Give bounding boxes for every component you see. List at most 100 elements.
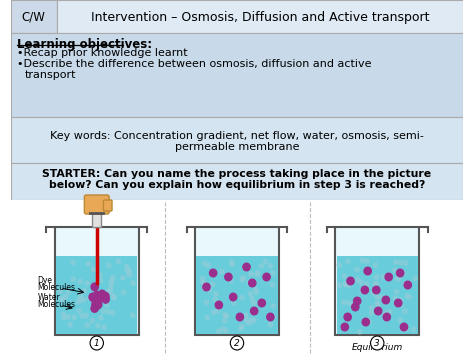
Circle shape	[105, 303, 109, 307]
Circle shape	[365, 259, 369, 263]
Circle shape	[362, 318, 369, 326]
Circle shape	[401, 323, 408, 331]
FancyBboxPatch shape	[57, 0, 463, 33]
Circle shape	[202, 261, 206, 266]
Text: Water: Water	[37, 293, 60, 302]
Circle shape	[383, 313, 391, 321]
Circle shape	[224, 328, 228, 333]
Circle shape	[403, 282, 408, 286]
Circle shape	[230, 262, 234, 266]
Text: 2: 2	[234, 339, 240, 348]
Circle shape	[271, 314, 275, 318]
FancyBboxPatch shape	[84, 195, 109, 214]
Circle shape	[401, 327, 406, 332]
Text: Molecules: Molecules	[37, 300, 75, 309]
Circle shape	[370, 306, 374, 310]
Circle shape	[223, 319, 227, 323]
Circle shape	[403, 309, 407, 313]
Circle shape	[201, 277, 205, 281]
Circle shape	[266, 274, 270, 278]
Circle shape	[241, 276, 246, 280]
Circle shape	[346, 259, 350, 263]
Text: transport: transport	[24, 70, 76, 80]
Text: Learning objectives:: Learning objectives:	[17, 38, 152, 51]
Circle shape	[240, 324, 244, 328]
Circle shape	[251, 310, 255, 315]
Circle shape	[263, 260, 267, 264]
Circle shape	[371, 336, 384, 350]
Circle shape	[101, 309, 105, 313]
Circle shape	[245, 318, 249, 322]
Circle shape	[106, 310, 110, 314]
Text: 3: 3	[374, 339, 380, 348]
Circle shape	[399, 302, 403, 307]
Circle shape	[359, 280, 363, 284]
Circle shape	[71, 261, 75, 265]
Circle shape	[374, 282, 378, 286]
Circle shape	[255, 271, 260, 275]
Circle shape	[248, 291, 253, 296]
Text: STARTER: Can you name the process taking place in the picture: STARTER: Can you name the process taking…	[43, 169, 431, 179]
Circle shape	[240, 295, 244, 300]
Circle shape	[112, 295, 116, 299]
Text: Dye: Dye	[37, 276, 53, 285]
Circle shape	[346, 301, 351, 305]
Circle shape	[343, 274, 347, 279]
Circle shape	[71, 277, 75, 282]
Circle shape	[204, 300, 209, 305]
Circle shape	[356, 277, 360, 282]
Circle shape	[90, 318, 94, 323]
Circle shape	[270, 283, 274, 287]
Circle shape	[341, 300, 346, 304]
Circle shape	[109, 290, 113, 295]
Circle shape	[398, 318, 402, 322]
Circle shape	[95, 301, 102, 308]
Circle shape	[374, 263, 378, 267]
Circle shape	[395, 290, 399, 294]
Circle shape	[251, 307, 258, 315]
Circle shape	[246, 321, 251, 325]
Circle shape	[99, 278, 103, 283]
Circle shape	[236, 313, 244, 321]
FancyBboxPatch shape	[11, 163, 463, 200]
Circle shape	[221, 327, 225, 331]
Text: Key words: Concentration gradient, net flow, water, osmosis, semi-: Key words: Concentration gradient, net f…	[50, 131, 424, 141]
Circle shape	[112, 295, 116, 300]
Circle shape	[404, 327, 408, 332]
Circle shape	[99, 316, 103, 320]
Circle shape	[365, 282, 369, 286]
Circle shape	[229, 293, 237, 301]
Circle shape	[250, 296, 254, 300]
Circle shape	[64, 294, 67, 299]
Circle shape	[208, 288, 211, 292]
Circle shape	[61, 312, 65, 317]
Circle shape	[255, 272, 259, 277]
Circle shape	[93, 304, 98, 308]
Circle shape	[86, 262, 91, 266]
Circle shape	[372, 290, 376, 295]
Circle shape	[249, 279, 256, 287]
Circle shape	[91, 283, 98, 291]
Circle shape	[343, 283, 347, 287]
Circle shape	[399, 260, 403, 264]
Circle shape	[354, 297, 361, 305]
Circle shape	[374, 307, 382, 315]
Circle shape	[388, 310, 392, 314]
Text: Molecules: Molecules	[37, 283, 75, 292]
Circle shape	[383, 311, 388, 316]
Circle shape	[375, 303, 380, 307]
Circle shape	[205, 315, 210, 320]
FancyBboxPatch shape	[92, 213, 101, 227]
Circle shape	[229, 278, 233, 283]
Circle shape	[214, 292, 218, 296]
Circle shape	[347, 283, 351, 288]
Circle shape	[243, 263, 250, 271]
Text: C/W: C/W	[22, 11, 46, 23]
Circle shape	[62, 315, 66, 320]
Circle shape	[202, 286, 206, 290]
Circle shape	[374, 275, 379, 279]
FancyBboxPatch shape	[11, 0, 57, 33]
Circle shape	[96, 295, 103, 302]
Circle shape	[219, 269, 224, 274]
Circle shape	[373, 286, 380, 294]
